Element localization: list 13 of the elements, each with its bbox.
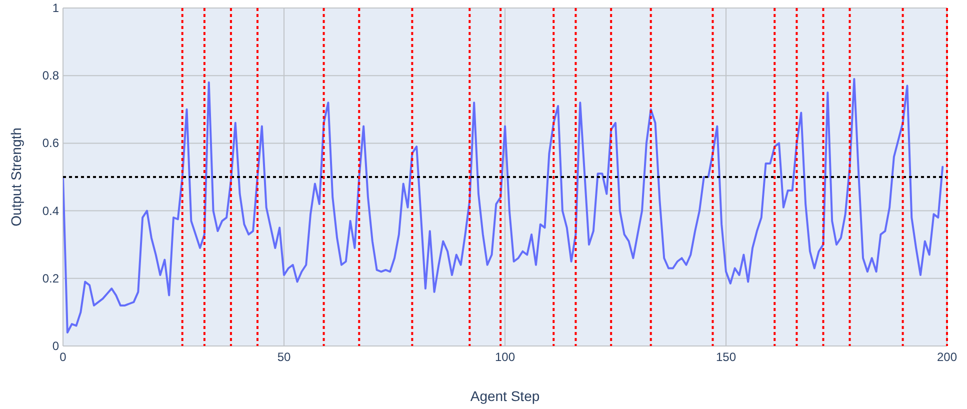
x-tick-label: 100 — [494, 350, 516, 364]
y-tick-label: 0.8 — [42, 68, 60, 83]
x-tick-label: 150 — [716, 350, 736, 364]
y-tick-label: 1 — [52, 1, 60, 15]
x-tick-label: 50 — [277, 350, 291, 364]
y-tick-label: 0.2 — [42, 271, 60, 286]
line-series — [63, 78, 944, 334]
y-axis-title: Output Strength — [8, 128, 24, 226]
x-axis-title: Agent Step — [470, 388, 540, 404]
y-tick-label: 0.6 — [42, 136, 60, 150]
y-tick-label: 0 — [52, 339, 60, 353]
x-tick-label: 200 — [936, 350, 958, 364]
y-tick-label: 0.4 — [42, 204, 60, 218]
